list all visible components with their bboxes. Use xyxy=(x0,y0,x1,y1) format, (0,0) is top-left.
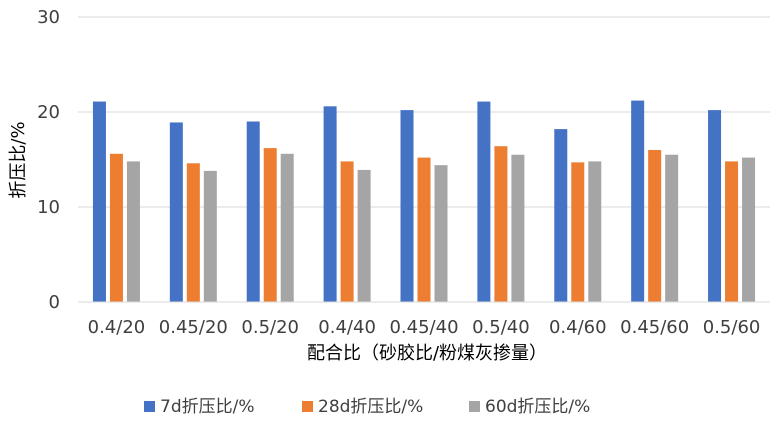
legend-swatch xyxy=(144,401,155,412)
y-tick-label: 20 xyxy=(37,102,60,123)
y-tick-label: 30 xyxy=(37,7,60,28)
legend-item: 28d折压比/% xyxy=(302,397,423,417)
legend-label: 28d折压比/% xyxy=(318,397,423,417)
bar xyxy=(725,161,739,302)
x-tick-label: 0.4/20 xyxy=(88,317,146,338)
bar xyxy=(357,169,371,302)
bar xyxy=(400,110,414,302)
bar xyxy=(571,162,585,302)
x-tick-label: 0.45/60 xyxy=(620,317,689,338)
bar xyxy=(169,122,183,302)
bar xyxy=(203,170,217,302)
legend-item: 60d折压比/% xyxy=(469,397,590,417)
legend-swatch xyxy=(302,401,313,412)
bar xyxy=(631,100,645,302)
bar xyxy=(186,163,200,302)
x-tick-label: 0.5/60 xyxy=(703,317,761,338)
legend-label: 7d折压比/% xyxy=(160,397,255,417)
y-tick-label: 10 xyxy=(37,197,60,218)
bar xyxy=(92,101,106,302)
bar xyxy=(588,161,602,302)
bar xyxy=(434,165,448,302)
x-tick-label: 0.5/20 xyxy=(241,317,299,338)
bar xyxy=(246,121,260,302)
x-axis-title: 配合比（砂胶比/粉煤灰掺量） xyxy=(307,343,547,364)
y-tick-label: 0 xyxy=(49,292,60,313)
bar xyxy=(323,106,337,302)
x-tick-label: 0.4/60 xyxy=(549,317,607,338)
legend-swatch xyxy=(469,401,480,412)
x-tick-label: 0.45/40 xyxy=(389,317,458,338)
bar xyxy=(263,148,277,302)
bar xyxy=(511,154,525,302)
x-tick-label: 0.4/40 xyxy=(318,317,376,338)
bar xyxy=(126,161,140,302)
x-tick-labels: 0.4/20 0.45/20 0.5/20 0.4/40 0.45/40 0.5/40 0.… xyxy=(88,317,761,338)
bar xyxy=(417,157,431,302)
bar xyxy=(665,154,679,302)
bar xyxy=(340,161,354,302)
bar xyxy=(494,146,508,302)
bar xyxy=(477,101,491,302)
bars xyxy=(92,100,756,302)
bar xyxy=(648,150,662,302)
bar xyxy=(280,153,294,302)
bar xyxy=(708,110,722,302)
x-tick-label: 0.45/20 xyxy=(159,317,228,338)
y-axis-title: 折压比/% xyxy=(8,121,29,198)
y-tick-labels: 0 10 20 30 xyxy=(37,7,60,313)
x-tick-label: 0.5/40 xyxy=(472,317,530,338)
legend-label: 60d折压比/% xyxy=(485,397,590,417)
legend-item: 7d折压比/% xyxy=(144,397,255,417)
bar xyxy=(554,129,568,302)
bar xyxy=(109,153,123,302)
legend: 7d折压比/% 28d折压比/% 60d折压比/% xyxy=(144,397,590,417)
bar xyxy=(742,157,756,302)
